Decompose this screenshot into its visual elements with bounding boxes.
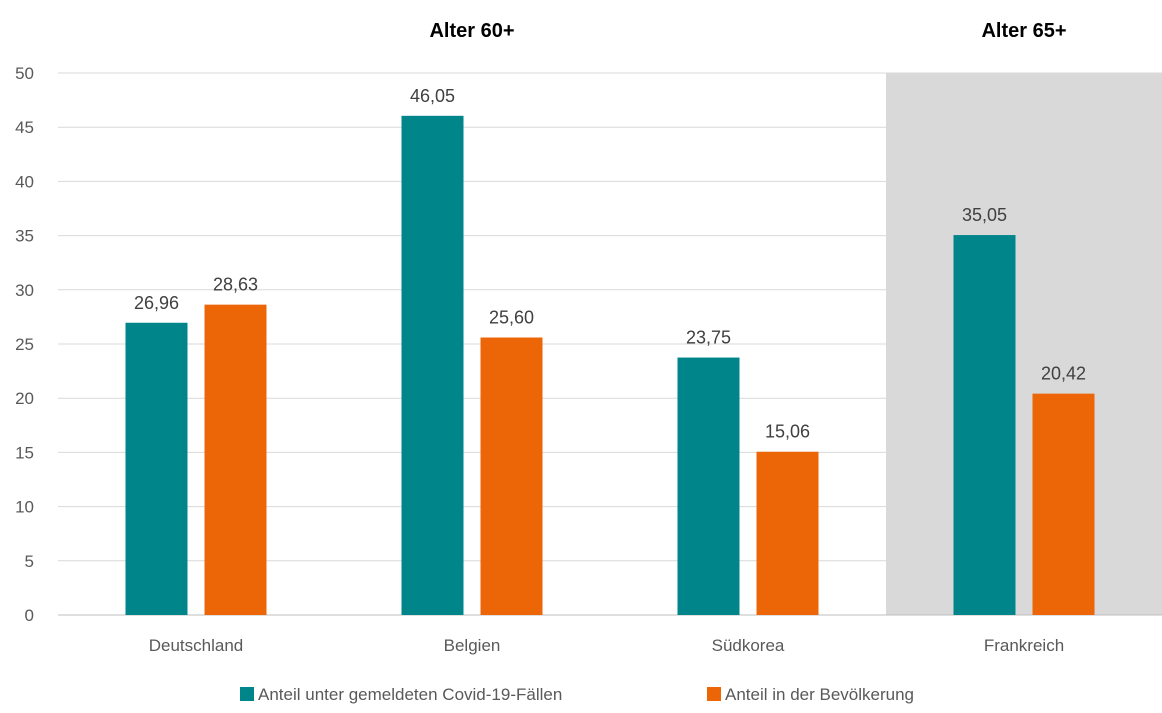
x-axis: Deutschland Belgien Südkorea Frankreich [149,636,1064,655]
data-label: 46,05 [410,86,455,106]
x-tick-label-belgien: Belgien [444,636,501,655]
y-tick-label: 40 [15,172,34,191]
data-label: 26,96 [134,293,179,313]
data-label: 23,75 [686,328,731,348]
y-tick-label: 25 [15,335,34,354]
legend-label-series-1: Anteil unter gemeldeten Covid-19-Fällen [258,685,562,704]
bar-frankreich-series-1 [953,235,1016,616]
y-tick-label: 35 [15,227,34,246]
y-tick-label: 15 [15,443,34,462]
data-label: 25,60 [489,307,534,327]
legend-swatch-series-1 [240,687,254,701]
y-tick-label: 20 [15,389,34,408]
bar-suedkorea-series-1 [677,357,740,615]
group-headers: Alter 60+ Alter 65+ [429,20,1066,42]
bar-deutschland-series-2 [204,304,267,615]
bar-belgien-series-2 [480,337,543,615]
y-tick-label: 30 [15,281,34,300]
data-label: 28,63 [213,275,258,295]
y-tick-label: 50 [15,64,34,83]
x-tick-label-suedkorea: Südkorea [712,636,785,655]
bar-frankreich-series-2 [1032,393,1095,615]
y-tick-label: 5 [25,552,34,571]
y-tick-label: 0 [25,606,34,625]
data-label: 15,06 [765,422,810,442]
bar-belgien-series-1 [401,115,464,616]
legend-swatch-series-2 [707,687,721,701]
y-tick-label: 45 [15,118,34,137]
y-tick-label: 10 [15,498,34,517]
bar-deutschland-series-1 [125,322,188,615]
x-tick-label-deutschland: Deutschland [149,636,244,655]
bar-suedkorea-series-2 [756,451,819,615]
bars: 26,96 28,63 46,05 25,60 23,75 15,06 35,05 20,42 [125,86,1095,616]
y-axis: 0 5 10 15 20 25 30 35 40 45 50 [15,64,34,625]
x-tick-label-frankreich: Frankreich [984,636,1064,655]
legend: Anteil unter gemeldeten Covid-19-Fällen A… [240,685,914,704]
data-label: 20,42 [1041,364,1086,384]
group-header-alter-65: Alter 65+ [981,20,1066,42]
group-header-alter-60: Alter 60+ [429,20,514,42]
data-label: 35,05 [962,205,1007,225]
legend-label-series-2: Anteil in der Bevölkerung [725,685,914,704]
